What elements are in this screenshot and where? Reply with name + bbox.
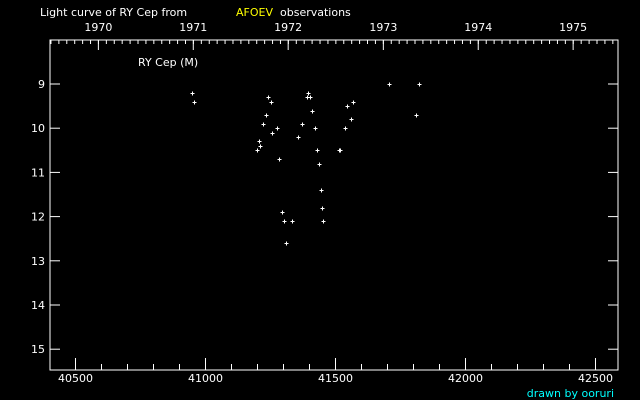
data-point: [300, 122, 305, 127]
data-point: [351, 100, 356, 105]
data-point: [345, 104, 350, 109]
data-point: [315, 148, 320, 153]
x-tick-label: 40500: [58, 372, 93, 385]
data-point: [264, 113, 269, 118]
title-source: AFOEV: [236, 6, 273, 19]
y-tick-label: 15: [31, 343, 45, 356]
y-tick-label: 10: [31, 122, 45, 135]
y-tick-label: 11: [31, 166, 45, 179]
data-point: [338, 148, 343, 153]
data-point: [282, 219, 287, 224]
data-point: [275, 126, 280, 131]
y-tick-label: 9: [38, 78, 45, 91]
data-point: [269, 100, 274, 105]
year-tick-label: 1970: [84, 21, 112, 34]
data-point: [319, 188, 324, 193]
data-point: [190, 91, 195, 96]
year-tick-label: 1972: [274, 21, 302, 34]
data-point: [321, 219, 326, 224]
year-tick-label: 1974: [464, 21, 492, 34]
data-points: [190, 82, 422, 246]
y-tick-label: 13: [31, 255, 45, 268]
data-point: [257, 139, 262, 144]
title-suffix: observations: [280, 6, 351, 19]
plot-frame: [49, 39, 619, 371]
data-point: [417, 82, 422, 87]
data-point: [296, 135, 301, 140]
data-point: [290, 219, 295, 224]
year-tick-label: 1975: [559, 21, 587, 34]
x-tick-label: 42500: [578, 372, 613, 385]
x-tick-label: 42000: [448, 372, 483, 385]
data-point: [414, 113, 419, 118]
y-tick-label: 12: [31, 211, 45, 224]
data-point: [343, 126, 348, 131]
data-point: [387, 82, 392, 87]
x-tick-label: 41000: [188, 372, 223, 385]
data-point: [306, 91, 311, 96]
data-point: [258, 144, 263, 149]
data-point: [284, 241, 289, 246]
data-point: [320, 206, 325, 211]
data-point: [192, 100, 197, 105]
title-prefix: Light curve of RY Cep from: [40, 6, 187, 19]
data-point: [308, 95, 313, 100]
axes: 40500 41000 41500 42000 42500 1970 1971 1972 197…: [31, 21, 618, 385]
series-label: RY Cep (M): [138, 56, 198, 69]
year-tick-label: 1971: [179, 21, 207, 34]
data-point: [266, 95, 271, 100]
data-point: [317, 162, 322, 167]
data-point: [277, 157, 282, 162]
data-point: [313, 126, 318, 131]
credit-label: drawn by ooruri: [527, 387, 614, 400]
y-tick-label: 14: [31, 299, 45, 312]
data-point: [280, 210, 285, 215]
data-point: [270, 131, 275, 136]
data-point: [261, 122, 266, 127]
data-point: [349, 117, 354, 122]
data-point: [310, 109, 315, 114]
year-tick-label: 1973: [369, 21, 397, 34]
x-tick-label: 41500: [318, 372, 353, 385]
data-point: [255, 148, 260, 153]
